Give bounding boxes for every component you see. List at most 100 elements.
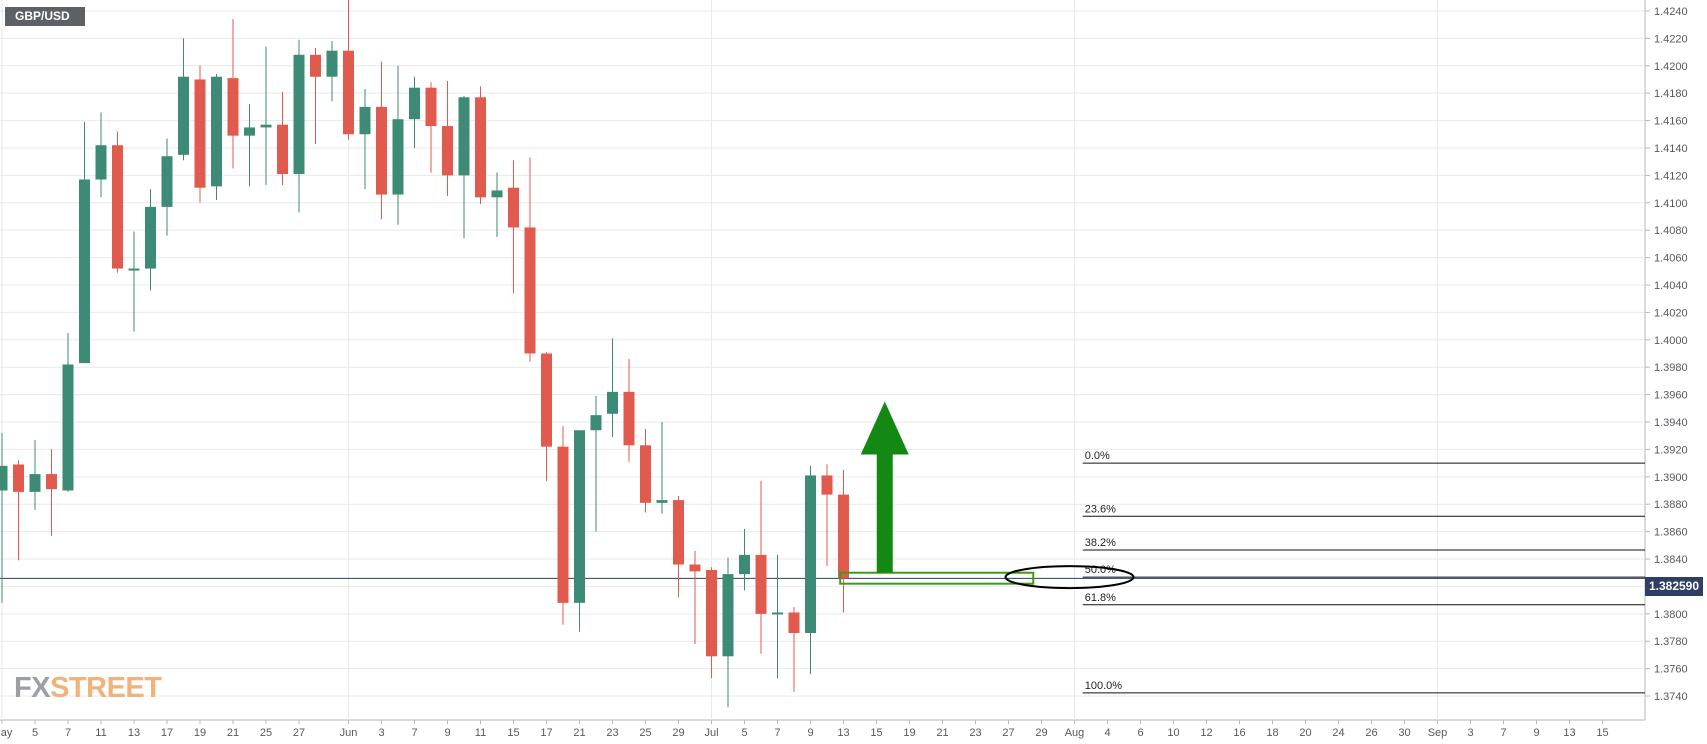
y-tick-label: 1.3960 <box>1654 390 1688 402</box>
x-tick-label: 18 <box>1266 727 1278 739</box>
x-tick-label: 25 <box>639 727 651 739</box>
x-tick-label: 21 <box>936 727 948 739</box>
fxstreet-logo: FXSTREET <box>14 672 162 704</box>
candle-body <box>359 106 371 135</box>
annotations <box>839 401 1135 590</box>
y-tick-label: 1.3980 <box>1654 362 1688 374</box>
candle-body <box>706 569 717 657</box>
candle-body <box>475 97 486 198</box>
x-tick-label: 12 <box>1200 727 1212 739</box>
candle-body <box>772 612 783 615</box>
x-tick-label: 21 <box>227 727 239 739</box>
x-tick-label: 9 <box>1533 727 1539 739</box>
candle-body <box>541 353 552 447</box>
time-axis: May 5 7 11 13 17 19 21 25 27 Jun 3 7 9 11 15 17 21 23 25 29 J… <box>0 720 1609 739</box>
x-tick-label: 19 <box>194 727 206 739</box>
candle-body <box>244 127 255 136</box>
x-tick-label: 27 <box>293 727 305 739</box>
x-tick-label: 5 <box>32 727 38 739</box>
y-tick-label: 1.4140 <box>1654 143 1688 155</box>
candle-body <box>590 415 602 431</box>
x-tick-label: 30 <box>1398 727 1410 739</box>
x-tick-label: May <box>0 727 13 739</box>
x-tick-label: 3 <box>378 727 384 739</box>
y-tick-label: 1.4240 <box>1654 6 1688 18</box>
x-tick-label: 17 <box>540 727 552 739</box>
x-tick-label: 9 <box>807 727 813 739</box>
x-tick-label: 21 <box>573 727 585 739</box>
y-tick-label: 1.4020 <box>1654 307 1688 319</box>
candle-body <box>524 227 536 354</box>
candle-body <box>95 145 107 180</box>
x-tick-label: 4 <box>1104 727 1110 739</box>
candle-body <box>128 268 140 271</box>
x-tick-label: 29 <box>1035 727 1047 739</box>
candle-body <box>656 500 668 503</box>
symbol-label: GBP/USD <box>5 7 85 26</box>
fib-level-label: 100.0% <box>1085 680 1123 692</box>
candle-body <box>689 564 701 572</box>
current-price-badge: 1.382590 <box>1645 577 1703 596</box>
x-tick-label: Sep <box>1428 727 1448 739</box>
x-tick-label: 13 <box>128 727 140 739</box>
y-tick-label: 1.3780 <box>1654 636 1688 648</box>
candle-body <box>79 179 90 364</box>
candle-body <box>260 124 272 128</box>
x-tick-label: 25 <box>260 727 272 739</box>
x-tick-label: Jun <box>340 727 358 739</box>
candle-body <box>392 119 404 195</box>
x-tick-label: 13 <box>1563 727 1575 739</box>
x-tick-label: 11 <box>475 727 486 739</box>
support-box <box>839 571 1035 585</box>
y-tick-label: 1.3860 <box>1654 527 1688 539</box>
y-tick-label: 1.3940 <box>1654 417 1688 429</box>
logo-fx: FX <box>14 672 51 704</box>
y-tick-label: 1.3880 <box>1654 499 1688 511</box>
fib-level-label: 38.2% <box>1085 537 1116 549</box>
x-tick-label: 9 <box>444 727 450 739</box>
x-tick-label: 7 <box>1500 727 1506 739</box>
x-tick-label: 20 <box>1299 727 1311 739</box>
candle-body <box>607 391 618 414</box>
y-tick-label: 1.4080 <box>1654 225 1688 237</box>
y-tick-label: 1.3900 <box>1654 472 1688 484</box>
x-tick-label: 29 <box>672 727 684 739</box>
y-tick-label: 1.4180 <box>1654 88 1688 100</box>
up-arrow <box>860 401 909 573</box>
candle-body <box>145 206 156 269</box>
candle-body <box>227 78 239 136</box>
x-tick-label: 13 <box>837 727 849 739</box>
fib-level-label: 23.6% <box>1085 503 1116 515</box>
x-tick-label: 17 <box>161 727 173 739</box>
x-tick-label: 15 <box>507 727 519 739</box>
candle-body <box>194 79 206 188</box>
y-tick-label: 1.4000 <box>1654 335 1688 347</box>
x-tick-label: 7 <box>411 727 417 739</box>
y-tick-label: 1.4160 <box>1654 116 1688 128</box>
x-tick-label: 10 <box>1167 727 1179 739</box>
candle-body <box>46 474 57 490</box>
candle-body <box>425 87 437 127</box>
candle-body <box>623 391 635 446</box>
candle-body <box>62 364 74 491</box>
logo-street: STREET <box>50 672 162 704</box>
x-tick-label: Jul <box>704 727 718 739</box>
candle-body <box>277 124 288 175</box>
candle-body <box>376 106 387 195</box>
candle-body <box>0 465 8 491</box>
y-tick-label: 1.3840 <box>1654 554 1688 566</box>
y-tick-label: 1.3740 <box>1654 691 1688 703</box>
y-tick-label: 1.3920 <box>1654 444 1688 456</box>
fib-50-ellipse <box>1004 565 1135 590</box>
x-tick-label: 23 <box>969 727 981 739</box>
candle-body <box>293 54 305 175</box>
x-tick-label: 6 <box>1137 727 1143 739</box>
price-axis: 1.4240 1.4220 1.4200 1.4180 1.4160 1.4140 1.41… <box>1645 6 1688 703</box>
candle-body <box>788 612 800 634</box>
candle-body <box>29 474 41 492</box>
candle-body <box>574 430 585 603</box>
y-tick-label: 1.4120 <box>1654 170 1688 182</box>
candle-body <box>755 554 767 614</box>
y-tick-label: 1.4100 <box>1654 198 1688 210</box>
